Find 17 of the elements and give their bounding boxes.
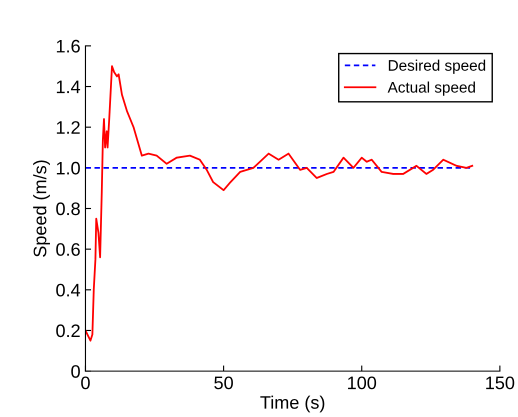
- x-tick-label: 100: [348, 376, 376, 390]
- y-tick-label: 0: [71, 365, 80, 378]
- y-tick-label: 0.6: [56, 243, 80, 256]
- y-tick-label: 1.0: [56, 162, 80, 175]
- x-axis-title: Time (s): [260, 396, 324, 412]
- y-axis-title: Speed (m/s): [33, 160, 50, 257]
- legend-label: Desired speed: [388, 60, 486, 74]
- y-tick-label: 0.2: [56, 324, 80, 338]
- y-tick-label: 0.4: [56, 284, 80, 297]
- y-tick-label: 1.6: [56, 40, 80, 53]
- x-tick-label: 0: [81, 376, 90, 390]
- legend-label: Actual speed: [388, 82, 475, 96]
- y-tick-label: 0.8: [56, 202, 80, 216]
- x-tick-label: 150: [486, 376, 514, 390]
- x-tick-label: 50: [214, 376, 233, 390]
- y-tick-label: 1.4: [56, 80, 80, 94]
- y-tick-label: 1.2: [56, 121, 80, 134]
